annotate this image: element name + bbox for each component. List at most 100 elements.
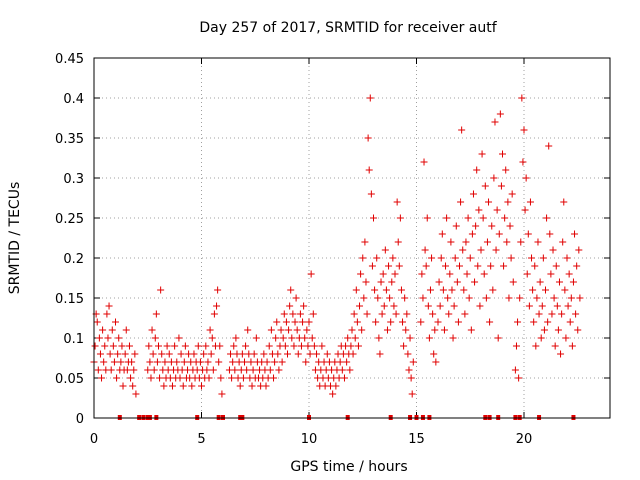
- data-point: [449, 334, 457, 342]
- data-point: [354, 342, 362, 350]
- data-point: [546, 230, 554, 238]
- data-point: [272, 334, 280, 342]
- data-point: [350, 310, 358, 318]
- data-point: [296, 310, 304, 318]
- data-point: [517, 238, 525, 246]
- data-point: [128, 358, 136, 366]
- data-point: [406, 334, 414, 342]
- data-point: [509, 278, 517, 286]
- data-point: [229, 358, 237, 366]
- data-point: [213, 302, 221, 310]
- data-point: [391, 270, 399, 278]
- data-point: [365, 166, 373, 174]
- data-point: [568, 342, 576, 350]
- data-point: [210, 310, 218, 318]
- data-point: [471, 278, 479, 286]
- data-point: [114, 350, 122, 358]
- data-point: [241, 358, 248, 366]
- data-point: [525, 302, 533, 310]
- data-point: [521, 206, 529, 214]
- data-point: [500, 262, 508, 270]
- data-point: [313, 350, 321, 358]
- data-point: [306, 350, 314, 358]
- data-point: [421, 246, 429, 254]
- data-point: [344, 334, 352, 342]
- data-point: [179, 382, 187, 390]
- data-point: [496, 110, 504, 118]
- data-point: [453, 278, 461, 286]
- data-point: [299, 318, 307, 326]
- data-point: [389, 254, 397, 262]
- data-point: [129, 382, 137, 390]
- data-point: [544, 318, 552, 326]
- data-point: [104, 334, 112, 342]
- y-tick-labels: 0 0.05 0.1 0.15 0.2 0.25 0.3 0.35 0.4 0.45: [55, 52, 84, 427]
- data-point: [282, 318, 290, 326]
- data-point: [565, 270, 573, 278]
- data-point: [531, 262, 539, 270]
- data-point: [543, 214, 551, 222]
- x-tick-label: 15: [408, 432, 425, 447]
- data-point: [512, 342, 520, 350]
- data-point: [559, 238, 567, 246]
- data-point: [529, 286, 537, 294]
- y-axis-label: SRMTID / TECUs: [7, 182, 23, 295]
- data-point: [371, 286, 379, 294]
- data-point: [368, 262, 376, 270]
- data-point: [208, 334, 216, 342]
- data-point: [554, 326, 562, 334]
- data-point: [125, 342, 133, 350]
- y-tick-label: 0.15: [55, 292, 84, 307]
- data-point: [236, 382, 244, 390]
- data-point: [318, 342, 326, 350]
- data-point: [291, 318, 299, 326]
- data-point: [505, 294, 513, 302]
- data-point: [360, 294, 368, 302]
- data-point: [305, 318, 313, 326]
- data-point: [492, 246, 500, 254]
- data-point: [242, 342, 250, 350]
- data-point: [188, 382, 196, 390]
- data-point: [506, 222, 514, 230]
- data-point: [190, 350, 198, 358]
- data-point: [239, 374, 247, 382]
- data-point: [486, 318, 494, 326]
- data-point: [119, 382, 127, 390]
- data-point: [408, 390, 416, 398]
- data-point: [563, 254, 571, 262]
- data-point: [534, 238, 542, 246]
- data-point: [273, 318, 281, 326]
- data-point: [362, 278, 370, 286]
- data-point: [451, 254, 459, 262]
- data-point: [309, 310, 317, 318]
- data-point: [495, 230, 503, 238]
- data-point: [203, 366, 211, 374]
- data-point: [228, 374, 236, 382]
- data-point: [519, 158, 527, 166]
- data-point: [465, 294, 473, 302]
- data-point: [303, 326, 311, 334]
- data-point: [361, 238, 369, 246]
- data-point: [392, 310, 400, 318]
- data-point: [196, 358, 204, 366]
- data-point: [118, 342, 126, 350]
- y-tick-label: 0.05: [55, 372, 84, 387]
- data-point: [165, 350, 173, 358]
- data-point: [502, 166, 510, 174]
- data-point: [448, 286, 456, 294]
- data-point: [383, 326, 391, 334]
- data-point: [103, 310, 111, 318]
- data-point: [394, 238, 402, 246]
- data-point: [122, 326, 130, 334]
- y-tick-label: 0.4: [63, 92, 84, 107]
- data-point: [271, 358, 279, 366]
- data-point: [106, 350, 114, 358]
- data-point: [238, 350, 246, 358]
- data-point: [468, 230, 476, 238]
- data-point: [274, 350, 282, 358]
- data-point: [270, 374, 278, 382]
- data-point: [336, 358, 344, 366]
- data-point: [297, 342, 305, 350]
- data-point: [356, 302, 364, 310]
- data-point: [132, 390, 140, 398]
